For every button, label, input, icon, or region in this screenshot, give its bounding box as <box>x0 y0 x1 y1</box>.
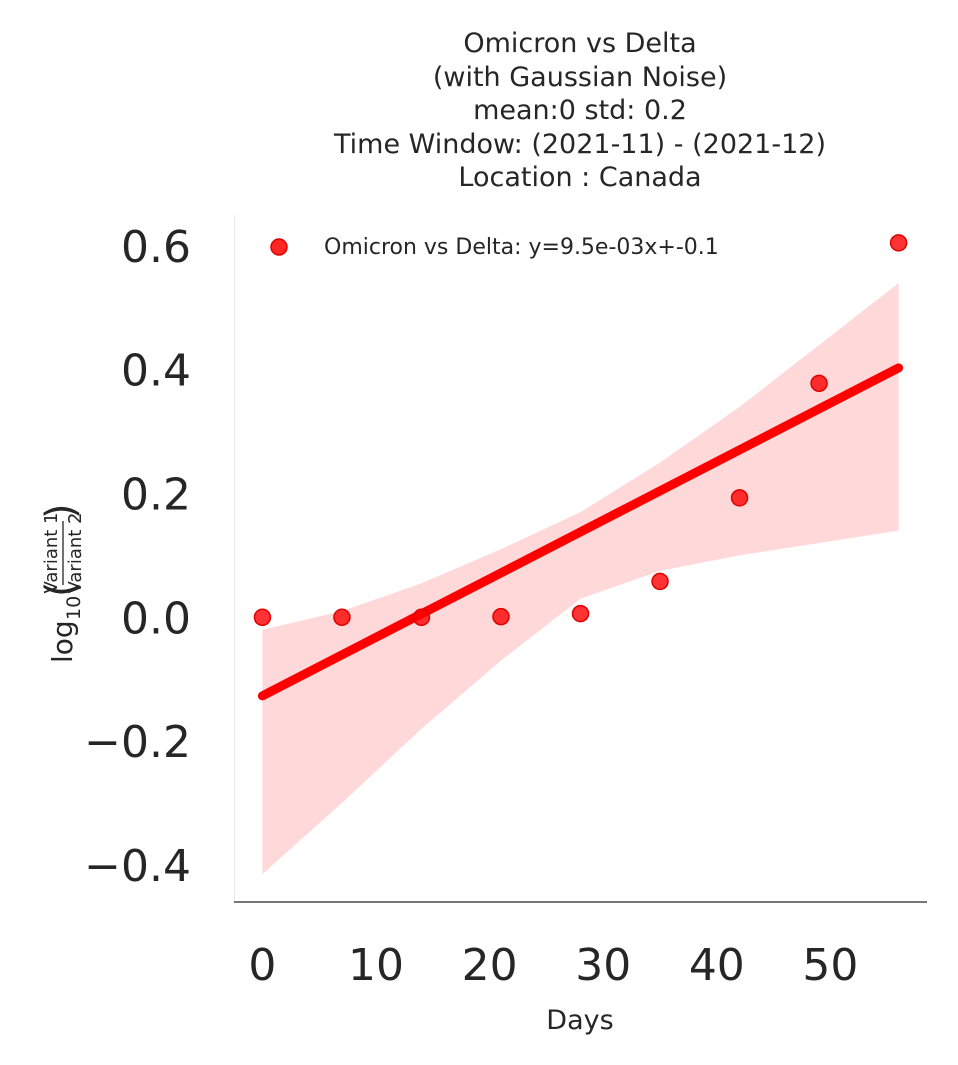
title-line-1: Omicron vs Delta <box>463 28 696 59</box>
y-tick-label: −0.2 <box>84 717 191 768</box>
data-point <box>810 374 828 393</box>
legend-marker <box>270 238 288 256</box>
title-line-5: Location : Canada <box>458 162 701 193</box>
confidence-band <box>262 283 899 875</box>
legend-label: Omicron vs Delta: y=9.5e-03x+-0.1 <box>324 235 719 260</box>
data-point <box>492 607 510 626</box>
data-point <box>651 572 669 591</box>
x-axis-label: Days <box>546 1005 613 1036</box>
data-point <box>412 608 431 627</box>
title-line-4: Time Window: (2021-11) - (2021-12) <box>333 129 826 160</box>
data-point <box>571 604 590 623</box>
y-axis-label-subscript: 10 <box>63 596 85 620</box>
data-point <box>730 489 749 507</box>
x-tick-label: 20 <box>462 940 518 991</box>
y-tick-label: 0.6 <box>121 222 191 273</box>
y-axis-label-numerator: Variant 1 <box>41 512 62 593</box>
data-point <box>889 234 908 252</box>
x-tick-label: 10 <box>348 940 404 991</box>
y-tick-label: −0.4 <box>84 841 191 892</box>
legend: Omicron vs Delta: y=9.5e-03x+-0.1 <box>270 235 719 260</box>
x-tick-label: 50 <box>802 940 858 991</box>
fit-line-layer <box>257 363 904 701</box>
data-point <box>333 608 351 627</box>
data-points-layer <box>253 234 908 627</box>
regression-line <box>257 363 904 701</box>
x-tick-labels: 0 10 20 30 40 50 <box>248 940 858 991</box>
data-point <box>253 608 272 627</box>
confidence-band-layer <box>262 283 899 875</box>
y-tick-label: 0.0 <box>121 593 191 644</box>
x-tick-label: 40 <box>689 940 745 991</box>
y-axis-label: log 10 ( Variant 1 Variant 2 ) <box>38 503 86 663</box>
y-tick-label: 0.4 <box>121 346 191 397</box>
chart-title: Omicron vs Delta (with Gaussian Noise) m… <box>333 28 826 193</box>
y-axis-label-open-paren: ( <box>38 581 84 597</box>
title-line-3: mean:0 std: 0.2 <box>473 95 687 126</box>
y-tick-label: 0.2 <box>121 470 191 521</box>
y-axis-label-close-paren: ) <box>38 503 84 519</box>
y-tick-labels: 0.6 0.4 0.2 0.0 −0.2 −0.4 <box>84 222 191 892</box>
y-axis-label-denominator: Variant 2 <box>65 512 86 593</box>
x-tick-label: 30 <box>575 940 631 991</box>
x-tick-label: 0 <box>248 940 276 991</box>
title-line-2: (with Gaussian Noise) <box>433 62 727 93</box>
y-axis-label-log: log <box>46 620 79 663</box>
